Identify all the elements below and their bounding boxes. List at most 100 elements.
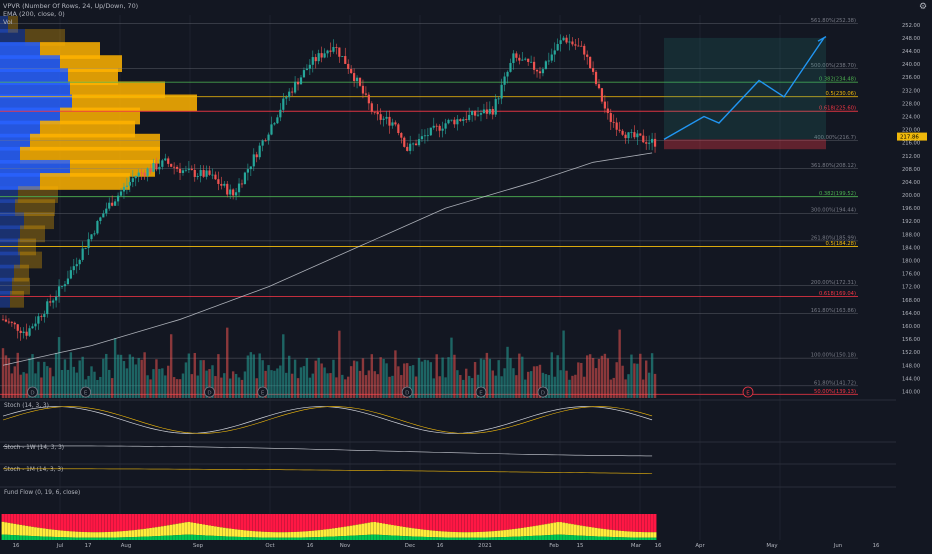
volume-bar bbox=[650, 353, 654, 398]
volume-bar bbox=[456, 370, 459, 398]
fundflow-green bbox=[184, 534, 188, 540]
fundflow-yellow bbox=[281, 532, 285, 538]
legend-ema[interactable]: EMA (200, close, 0) bbox=[3, 10, 65, 18]
fundflow-yellow bbox=[284, 532, 288, 538]
fundflow-red bbox=[308, 514, 312, 531]
candle-body bbox=[187, 168, 190, 170]
candle-body bbox=[146, 168, 149, 176]
volume-bar bbox=[202, 360, 205, 398]
fundflow-green bbox=[293, 537, 297, 540]
fundflow-yellow bbox=[399, 526, 403, 536]
candle-body bbox=[406, 146, 409, 151]
vpvr-down-bar bbox=[25, 29, 65, 46]
legend-vol[interactable]: Vol bbox=[3, 18, 13, 26]
candle-body bbox=[114, 201, 117, 206]
fundflow-green bbox=[231, 536, 235, 540]
fundflow-green bbox=[464, 537, 468, 540]
fundflow-green bbox=[222, 536, 226, 540]
candle-body bbox=[494, 98, 497, 115]
fundflow-green bbox=[329, 536, 332, 540]
fundflow-green bbox=[340, 536, 344, 540]
fundflow-yellow bbox=[385, 524, 388, 536]
volume-bar bbox=[515, 375, 518, 398]
fundflow-green bbox=[562, 534, 565, 540]
candle-body bbox=[518, 57, 521, 61]
fundflow-green bbox=[541, 535, 545, 540]
fundflow-yellow bbox=[464, 532, 468, 538]
candle-body bbox=[350, 68, 353, 74]
fundflow-green bbox=[438, 537, 442, 540]
volume-bar bbox=[535, 366, 539, 398]
fundflow-red bbox=[367, 514, 371, 523]
fundflow-red bbox=[337, 514, 341, 528]
fib-label: 0.618(169.04) bbox=[819, 291, 856, 297]
fundflow-yellow bbox=[75, 531, 79, 538]
time-axis[interactable]: 16 Jul 17 Aug Sep Oct 16 Nov Dec 16 2021 Feb 15 Mar 16… bbox=[13, 543, 880, 549]
volume-bar bbox=[329, 373, 332, 398]
volume-bar bbox=[37, 361, 40, 398]
candle-body bbox=[429, 127, 432, 136]
fundflow-yellow bbox=[317, 530, 321, 538]
fundflow-yellow bbox=[19, 524, 23, 536]
fundflow-red bbox=[373, 514, 377, 522]
fundflow-red bbox=[426, 514, 430, 531]
fib-label: 0.5(184.28) bbox=[826, 241, 856, 247]
fundflow-yellow bbox=[122, 531, 126, 538]
volume-bar bbox=[580, 362, 583, 398]
fundflow-green bbox=[435, 537, 439, 540]
fundflow-red bbox=[464, 514, 468, 533]
projection bbox=[663, 35, 827, 150]
candle-body bbox=[296, 81, 300, 85]
volume-bar bbox=[444, 377, 447, 398]
fundflow-red bbox=[541, 514, 545, 525]
volume-bar bbox=[161, 368, 164, 398]
candle-body bbox=[184, 169, 188, 171]
candle-body bbox=[323, 53, 326, 58]
fundflow-green bbox=[414, 536, 418, 540]
fundflow-red bbox=[37, 514, 40, 528]
candle-body bbox=[453, 119, 456, 125]
fundflow-green bbox=[270, 537, 273, 540]
fundflow-yellow bbox=[243, 530, 247, 538]
fundflow-red bbox=[131, 514, 135, 531]
candle-body bbox=[90, 234, 93, 240]
fundflow-red bbox=[600, 514, 604, 529]
fundflow-red bbox=[228, 514, 232, 529]
legend-vpvr[interactable]: VPVR (Number Of Rows, 24, Up/Down, 70) bbox=[3, 2, 139, 10]
price-tick: 196.00 bbox=[902, 206, 920, 212]
fundflow-red bbox=[122, 514, 126, 532]
volume-bar bbox=[78, 360, 81, 398]
fundflow-yellow bbox=[329, 528, 332, 537]
volume-bar bbox=[565, 370, 568, 398]
fundflow-yellow bbox=[485, 531, 489, 538]
fundflow-yellow bbox=[149, 528, 152, 537]
volume-bar bbox=[338, 330, 341, 398]
volume-bar bbox=[128, 354, 132, 398]
volume-bar bbox=[411, 365, 415, 398]
volume-bar bbox=[28, 358, 31, 398]
volume-bar bbox=[237, 377, 241, 398]
fundflow-green bbox=[216, 536, 220, 540]
candles bbox=[1, 34, 657, 341]
candle-body bbox=[122, 186, 126, 192]
time-tick: Jul bbox=[56, 543, 64, 549]
settings-gear-icon[interactable]: ⚙ bbox=[919, 2, 928, 12]
fundflow-green bbox=[146, 536, 149, 540]
volume-bar bbox=[653, 373, 657, 398]
volume-bar bbox=[577, 362, 580, 398]
fundflow-red bbox=[411, 514, 415, 529]
price-tick: 160.00 bbox=[902, 324, 920, 330]
price-axis[interactable]: 252.00 248.00 244.00 240.00 236.00 232.00 228.… bbox=[896, 0, 932, 550]
fundflow-red bbox=[193, 514, 197, 523]
volume-bar bbox=[214, 376, 217, 398]
fundflow-red bbox=[526, 514, 530, 528]
fib-label: 0.618(225.60) bbox=[819, 106, 856, 112]
volume-bar bbox=[526, 371, 530, 398]
fundflow-green bbox=[594, 536, 598, 540]
fundflow-green bbox=[119, 537, 123, 540]
volume-bar bbox=[22, 372, 25, 398]
volume-bar bbox=[618, 329, 621, 398]
volume-bar bbox=[612, 377, 615, 398]
